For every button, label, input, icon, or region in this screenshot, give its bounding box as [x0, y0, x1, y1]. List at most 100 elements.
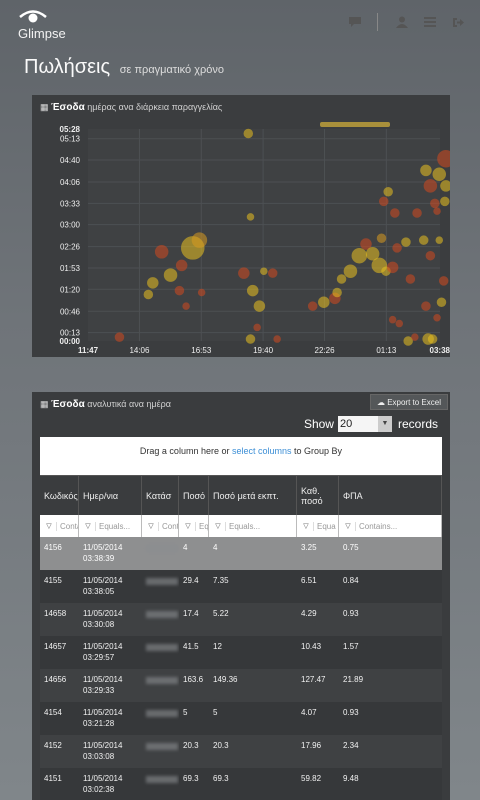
- export-excel-button[interactable]: ☁ Export to Excel: [369, 394, 448, 410]
- cell-datetime: 11/05/2014 03:03:08: [79, 735, 142, 768]
- filter-input[interactable]: Conta: [158, 521, 178, 531]
- x-tick-label: 19:40: [253, 346, 274, 355]
- user-icon[interactable]: [390, 12, 414, 32]
- filter-cell[interactable]: ▽ Equals: [179, 515, 209, 537]
- group-by-area[interactable]: Drag a column here or select columns to …: [40, 437, 442, 475]
- filter-icon[interactable]: ▽: [215, 523, 221, 530]
- filter-cell[interactable]: ▽ Conta: [40, 515, 79, 537]
- cell-datetime: 11/05/2014 03:38:05: [79, 570, 142, 603]
- x-tick-label: 01:13: [376, 346, 397, 355]
- y-tick-label: 05:28: [60, 125, 81, 134]
- page-size-select[interactable]: 20 ▼: [337, 416, 392, 432]
- filter-icon[interactable]: ▽: [85, 523, 91, 530]
- filter-icon[interactable]: ▽: [345, 523, 351, 530]
- table-row[interactable]: 4154 11/05/2014 03:21:28 5 5 4.07 0.93: [40, 702, 442, 735]
- filter-input[interactable]: Equals: [195, 521, 208, 531]
- x-tick-label: 16:53: [191, 346, 212, 355]
- cell-time: 03:02:38: [83, 785, 115, 794]
- x-tick-label: 03:38: [430, 346, 450, 355]
- filter-icon[interactable]: ▽: [185, 523, 191, 530]
- data-point: [253, 323, 261, 332]
- filter-icon[interactable]: ▽: [46, 523, 52, 530]
- column-header-vat[interactable]: ΦΠΑ: [339, 476, 442, 515]
- column-header-amount[interactable]: Ποσό: [179, 476, 209, 515]
- cloud-download-icon: ☁: [376, 398, 385, 407]
- table-row[interactable]: 4156 11/05/2014 03:38:39 4 4 3.25 0.75: [40, 537, 442, 570]
- filter-icon[interactable]: ▽: [148, 523, 154, 530]
- redacted-value: [146, 611, 178, 618]
- redacted-value: [146, 743, 178, 750]
- filter-cell[interactable]: ▽ Equals...: [209, 515, 297, 537]
- data-point: [420, 164, 432, 177]
- data-point: [245, 334, 256, 344]
- cell-discounted: 149.36: [213, 675, 238, 684]
- filter-input[interactable]: Equa: [313, 521, 336, 531]
- table-row[interactable]: 4151 11/05/2014 03:02:38 69.3 69.3 59.82 9.48: [40, 768, 442, 800]
- x-tick-label: 22:26: [315, 346, 336, 355]
- cell-date: 11/05/2014: [83, 576, 123, 585]
- records-label: records: [397, 417, 438, 431]
- column-header-status[interactable]: Κατάσ: [142, 476, 179, 515]
- chat-icon[interactable]: [343, 12, 367, 32]
- page-size-control: Show 20 ▼ records: [304, 416, 438, 432]
- logout-icon[interactable]: [446, 12, 470, 32]
- redacted-value: [146, 710, 178, 717]
- cell-net: 127.47: [301, 675, 326, 684]
- table-row[interactable]: 4155 11/05/2014 03:38:05 29.4 7.35 6.51 0.84: [40, 570, 442, 603]
- data-point: [376, 233, 387, 243]
- filter-input[interactable]: Conta: [56, 521, 78, 531]
- filter-icon[interactable]: ▽: [303, 523, 309, 530]
- cell-discounted: 7.35: [213, 576, 229, 585]
- filter-input[interactable]: Contains...: [355, 521, 397, 531]
- cell-amount: 20.3: [183, 741, 199, 750]
- data-point: [401, 237, 411, 247]
- table-panel: ▦ Έσοδα αναλυτικά ανα ημέρα ☁ Export to …: [32, 392, 450, 800]
- y-tick-label: 03:00: [60, 221, 81, 230]
- table-row[interactable]: 14658 11/05/2014 03:30:08 17.4 5.22 4.29 0.93: [40, 603, 442, 636]
- filter-cell[interactable]: ▽ Contains...: [339, 515, 442, 537]
- filter-input[interactable]: Equals...: [95, 521, 130, 531]
- menu-icon[interactable]: [418, 12, 442, 32]
- cell-net: 4.29: [301, 609, 317, 618]
- data-point: [433, 207, 441, 215]
- data-point: [438, 276, 449, 286]
- cell-amount: 29.4: [183, 576, 199, 585]
- y-tick-label: 00:46: [60, 307, 81, 316]
- cell-net: 17.96: [301, 741, 322, 750]
- column-header-discounted[interactable]: Ποσό μετά εκπτ.: [209, 476, 297, 515]
- data-point: [332, 287, 342, 298]
- cell-vat: 9.48: [343, 774, 359, 783]
- data-point: [114, 332, 125, 342]
- chart-panel-header: ▦ Έσοδα ημέρας ανα διάρκεια παραγγελίας: [32, 95, 450, 119]
- filter-cell[interactable]: ▽ Equa: [297, 515, 339, 537]
- cell-code: 14657: [44, 642, 67, 651]
- column-header-net[interactable]: Καθ. ποσό: [297, 476, 339, 515]
- table-row[interactable]: 14657 11/05/2014 03:29:57 41.5 12 10.43 1.57: [40, 636, 442, 669]
- x-tick-label: 11:47: [78, 346, 99, 355]
- filter-input[interactable]: Equals...: [225, 521, 260, 531]
- filter-cell[interactable]: ▽ Conta: [142, 515, 179, 537]
- top-bar: Glimpse: [0, 0, 480, 48]
- y-tick-label: 04:40: [60, 156, 81, 165]
- y-tick-label: 04:06: [60, 178, 81, 187]
- cell-code: 4156: [44, 543, 62, 552]
- column-header-date[interactable]: Ημερ/νια: [79, 476, 142, 515]
- page-size-value: 20: [339, 418, 353, 430]
- cell-status: [142, 603, 179, 636]
- data-point: [307, 301, 318, 311]
- column-header-code[interactable]: Κωδικός: [40, 476, 79, 515]
- cell-net: 10.43: [301, 642, 322, 651]
- y-tick-label: 00:00: [60, 337, 81, 346]
- table-row[interactable]: 4152 11/05/2014 03:03:08 20.3 20.3 17.96 2.34: [40, 735, 442, 768]
- cell-vat: 0.93: [343, 708, 359, 717]
- data-point: [246, 284, 259, 297]
- data-point: [197, 288, 206, 297]
- data-point: [154, 245, 169, 259]
- cell-code: 4154: [44, 708, 62, 717]
- cell-time: 03:38:05: [83, 587, 115, 596]
- filter-cell[interactable]: ▽ Equals...: [79, 515, 142, 537]
- top-bar-divider: [377, 13, 378, 31]
- cell-datetime: 11/05/2014 03:38:39: [79, 537, 142, 570]
- select-columns-link[interactable]: select columns: [231, 446, 292, 456]
- table-row[interactable]: 14656 11/05/2014 03:29:33 163.6 149.36 127.47…: [40, 669, 442, 702]
